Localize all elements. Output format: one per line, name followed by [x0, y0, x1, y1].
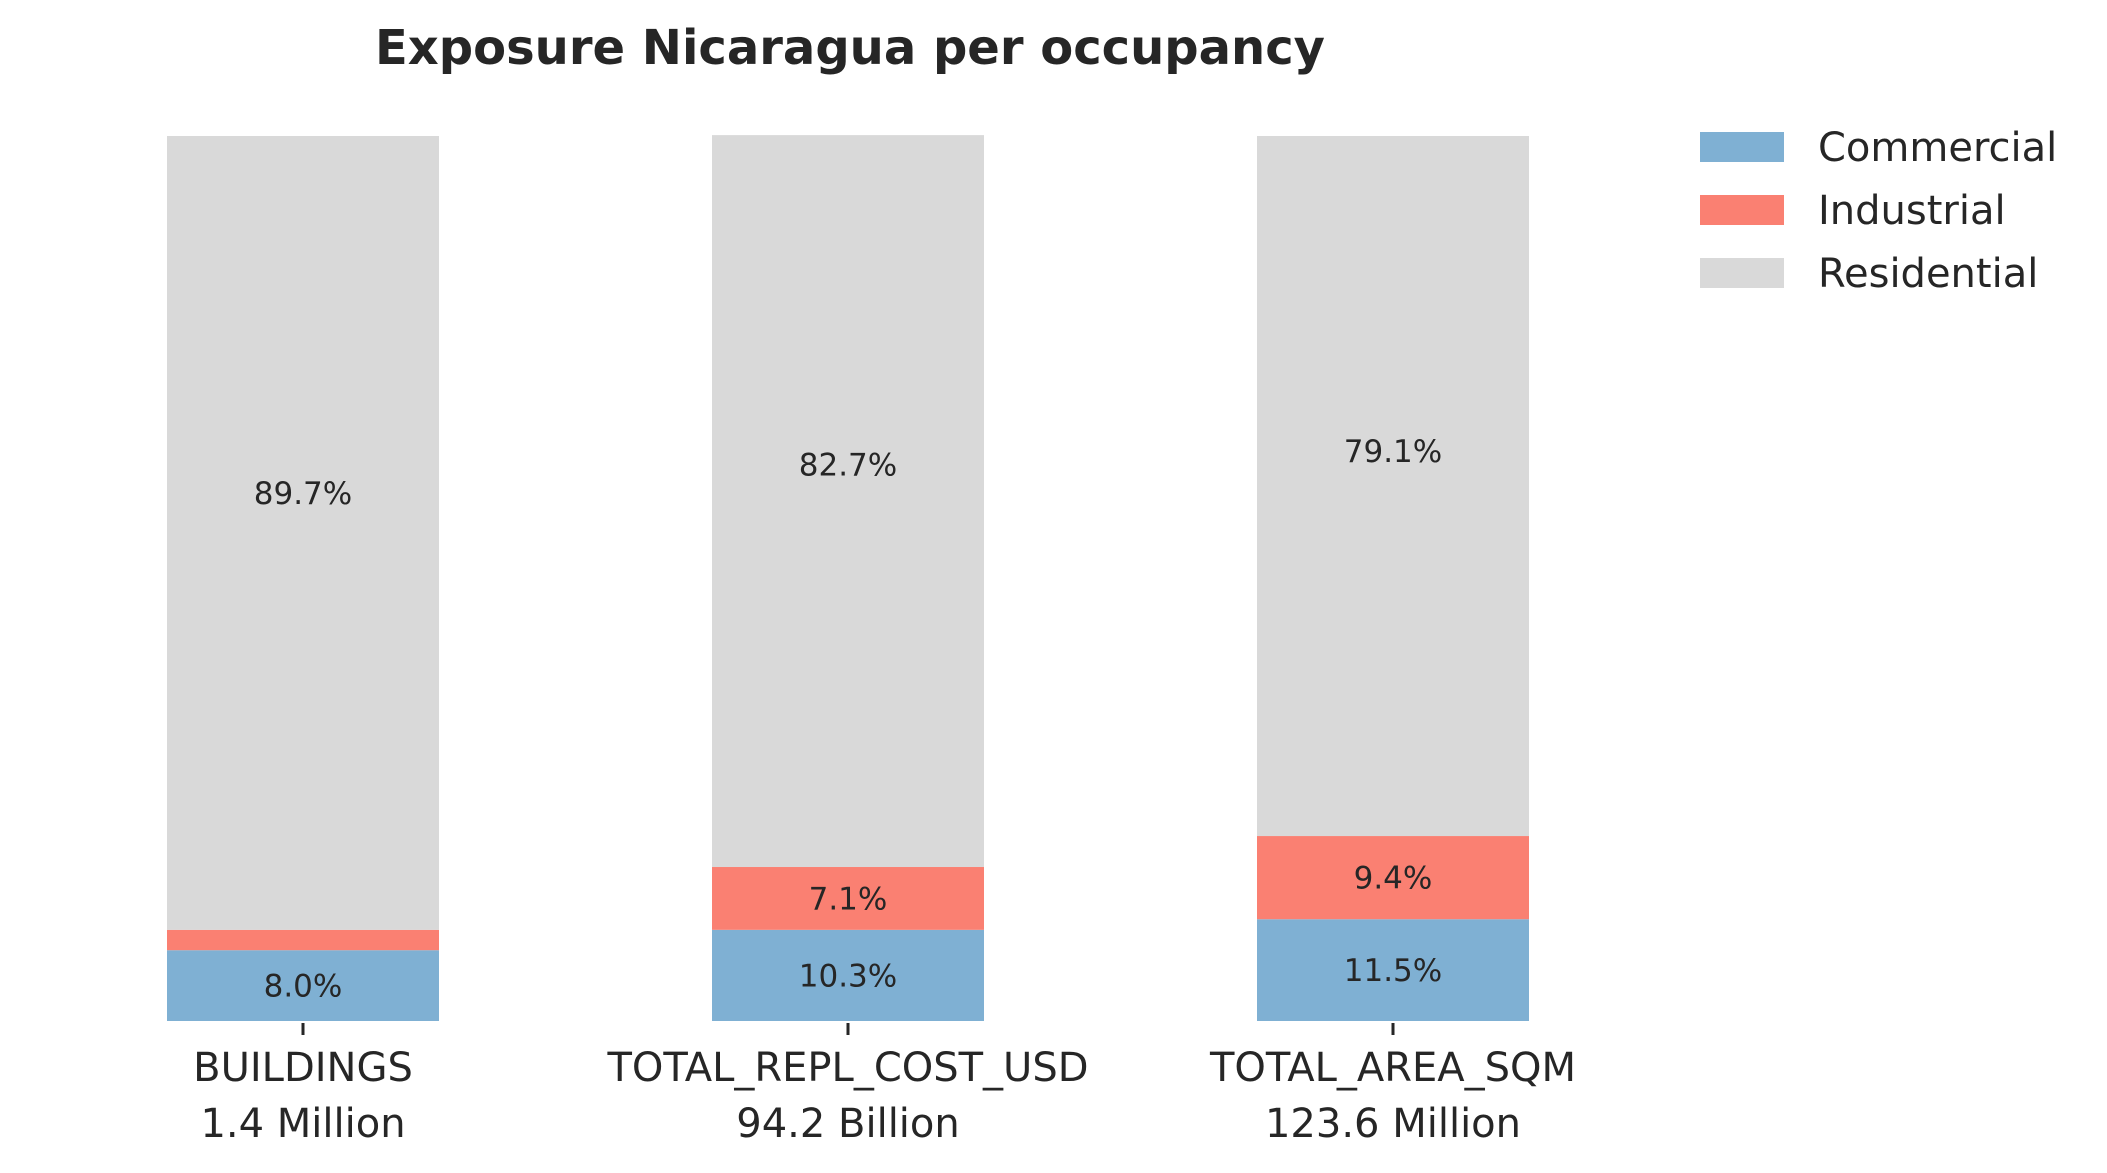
data-label-residential-total_repl_cost_usd: 82.7%: [799, 447, 897, 483]
data-label-residential-buildings: 89.7%: [254, 476, 352, 512]
x-tick-label: TOTAL_REPL_COST_USD: [606, 1045, 1088, 1091]
legend-label-commercial: Commercial: [1818, 125, 2057, 171]
chart-title: Exposure Nicaragua per occupancy: [375, 20, 1325, 76]
bar-industrial-total_area_sqm: [1257, 836, 1529, 920]
bar-commercial-total_repl_cost_usd: [712, 929, 984, 1021]
bar-residential-buildings: [167, 136, 439, 930]
data-label-commercial-total_repl_cost_usd: 10.3%: [799, 958, 897, 994]
legend-swatch-commercial: [1700, 132, 1784, 162]
bar-industrial-total_repl_cost_usd: [712, 867, 984, 930]
x-tick-total-label: 1.4 Million: [200, 1101, 405, 1147]
data-labels-group: 8.0% 89.7% 10.3% 7.1% 82.7% 11.5% 9.4% 79.1%: [254, 434, 1442, 1005]
x-tick-label: TOTAL_AREA_SQM: [1209, 1045, 1576, 1091]
legend-swatch-industrial: [1700, 195, 1784, 225]
data-label-industrial-total_area_sqm: 9.4%: [1354, 861, 1433, 897]
data-label-residential-total_area_sqm: 79.1%: [1344, 434, 1442, 470]
x-tick-label: BUILDINGS: [193, 1045, 413, 1091]
legend-swatch-residential: [1700, 258, 1784, 288]
bar-industrial-buildings: [167, 929, 439, 951]
data-label-commercial-total_area_sqm: 11.5%: [1344, 953, 1442, 989]
bar-commercial-buildings: [167, 950, 439, 1021]
x-tick-total-label: 123.6 Million: [1265, 1101, 1521, 1147]
x-axis: BUILDINGS 1.4 Million TOTAL_REPL_COST_USD 9…: [193, 1023, 1576, 1147]
legend-label-industrial: Industrial: [1818, 188, 2006, 234]
data-label-commercial-buildings: 8.0%: [264, 969, 343, 1005]
bar-residential-total_area_sqm: [1257, 136, 1529, 837]
bar-commercial-total_area_sqm: [1257, 919, 1529, 1021]
bars-group: [167, 135, 1529, 1021]
bar-residential-total_repl_cost_usd: [712, 135, 984, 868]
x-tick-total-label: 94.2 Billion: [736, 1101, 960, 1147]
data-label-industrial-total_repl_cost_usd: 7.1%: [809, 881, 888, 917]
legend: Commercial Industrial Residential: [1700, 125, 2057, 297]
legend-label-residential: Residential: [1818, 251, 2038, 297]
